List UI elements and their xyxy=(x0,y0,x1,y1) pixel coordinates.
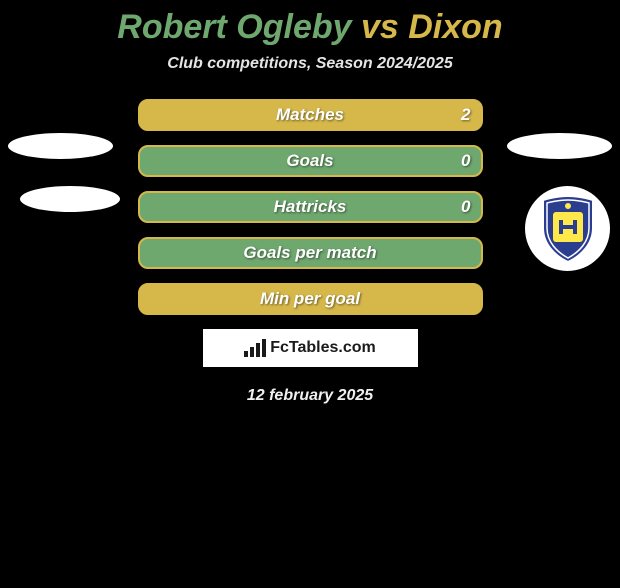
stat-row: Hattricks 0 xyxy=(138,191,483,223)
player2-club-logo-1 xyxy=(507,133,612,159)
stat-value-right: 0 xyxy=(461,151,470,171)
comparison-widget: Robert Ogleby vs Dixon Club competitions… xyxy=(0,8,620,405)
fctables-inner: FcTables.com xyxy=(244,339,376,357)
stat-row: Matches 2 xyxy=(138,99,483,131)
player1-name: Robert Ogleby xyxy=(117,8,351,46)
stat-row: Goals per match xyxy=(138,237,483,269)
player1-club-logo-1 xyxy=(8,133,113,159)
fctables-label: FcTables.com xyxy=(270,339,376,357)
generated-date: 12 february 2025 xyxy=(0,387,620,405)
stat-row: Goals 0 xyxy=(138,145,483,177)
fctables-watermark: FcTables.com xyxy=(203,329,418,367)
vs-text: vs xyxy=(352,8,409,46)
stat-label: Min per goal xyxy=(260,289,360,309)
club-crest-icon xyxy=(537,194,599,264)
stat-label: Matches xyxy=(276,105,344,125)
player2-club-logo-2 xyxy=(525,186,610,271)
stat-value-right: 0 xyxy=(461,197,470,217)
page-title: Robert Ogleby vs Dixon xyxy=(0,8,620,47)
player2-name: Dixon xyxy=(408,8,502,46)
stat-rows: Matches 2 Goals 0 Hattricks 0 Goals per match M… xyxy=(138,99,483,315)
stat-label: Hattricks xyxy=(274,197,347,217)
bars-icon xyxy=(244,339,266,357)
stat-row: Min per goal xyxy=(138,283,483,315)
stat-label: Goals per match xyxy=(243,243,376,263)
stat-value-right: 2 xyxy=(461,105,470,125)
player1-club-logo-2 xyxy=(20,186,120,212)
subtitle: Club competitions, Season 2024/2025 xyxy=(0,55,620,73)
stat-label: Goals xyxy=(286,151,333,171)
